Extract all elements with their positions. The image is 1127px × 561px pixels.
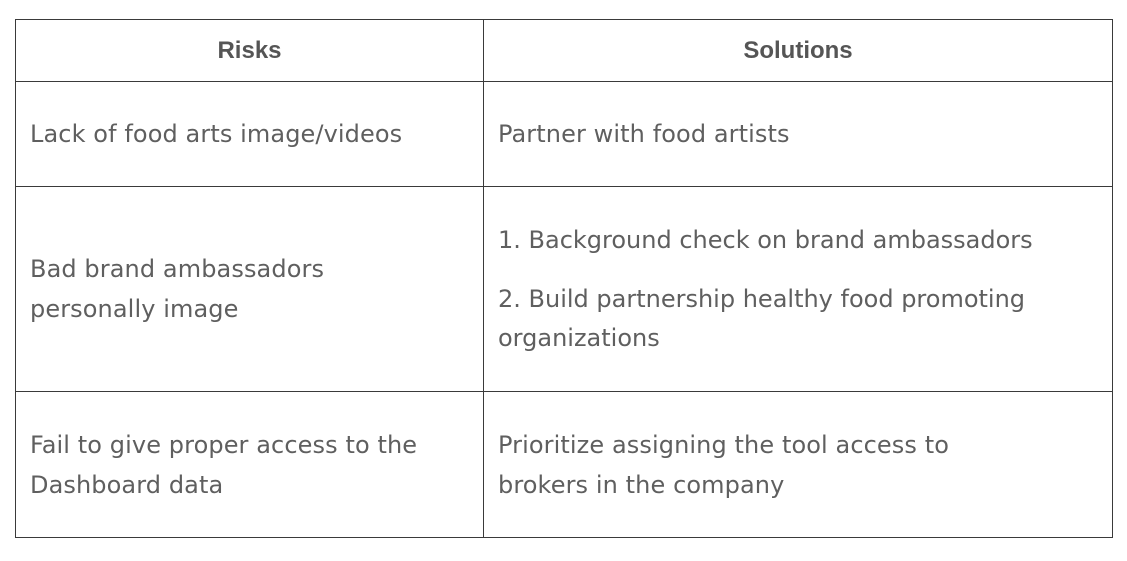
solution-text: Prioritize assigning the tool access to … xyxy=(498,425,1098,505)
header-risks: Risks xyxy=(15,19,484,82)
risk-text: Bad brand ambassadors personally image xyxy=(30,249,469,329)
solution-cell: Prioritize assigning the tool access to … xyxy=(483,391,1113,538)
table-row: Fail to give proper access to the Dashbo… xyxy=(15,391,1113,538)
risks-solutions-table: Risks Solutions Lack of food arts image/… xyxy=(15,19,1113,538)
risk-line: personally image xyxy=(30,295,239,323)
solution-list: 1. Background check on brand ambassadors… xyxy=(498,221,1098,358)
solution-text: Partner with food artists xyxy=(498,120,790,148)
risk-line: Dashboard data xyxy=(30,470,224,499)
table-header-row: Risks Solutions xyxy=(15,19,1113,82)
risk-cell: Fail to give proper access to the Dashbo… xyxy=(15,391,484,538)
risk-line: Fail to give proper access to the xyxy=(30,430,418,459)
solution-line: Prioritize assigning the tool access to xyxy=(498,430,950,459)
header-solutions: Solutions xyxy=(483,19,1113,82)
risk-cell: Lack of food arts image/videos xyxy=(15,81,484,187)
solution-cell: 1. Background check on brand ambassadors… xyxy=(483,186,1113,392)
solution-line: brokers in the company xyxy=(498,470,785,499)
table-row: Bad brand ambassadors personally image 1… xyxy=(15,186,1113,392)
solution-item-2-line-2: organizations xyxy=(498,323,660,352)
table-row: Lack of food arts image/videos Partner w… xyxy=(15,81,1113,187)
solution-item-2-line-1: 2. Build partnership healthy food promot… xyxy=(498,284,1026,313)
risk-cell: Bad brand ambassadors personally image xyxy=(15,186,484,392)
risk-line: Bad brand ambassadors xyxy=(30,255,325,283)
risk-text: Lack of food arts image/videos xyxy=(30,120,403,148)
solution-item-1: 1. Background check on brand ambassadors xyxy=(498,225,1033,254)
solution-cell: Partner with food artists xyxy=(483,81,1113,187)
risk-text: Fail to give proper access to the Dashbo… xyxy=(30,425,469,505)
